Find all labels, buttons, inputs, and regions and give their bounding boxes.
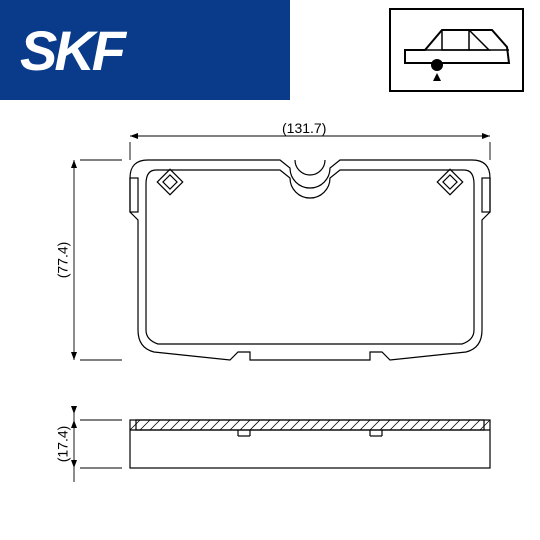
brand-logo-block: SKF	[0, 0, 290, 100]
brand-logo-text: SKF	[20, 18, 123, 83]
front-axle-icon	[389, 8, 524, 92]
brake-pad-side-view	[0, 110, 540, 530]
technical-drawing: (131.7) (77.4) (17.4)	[0, 110, 540, 530]
